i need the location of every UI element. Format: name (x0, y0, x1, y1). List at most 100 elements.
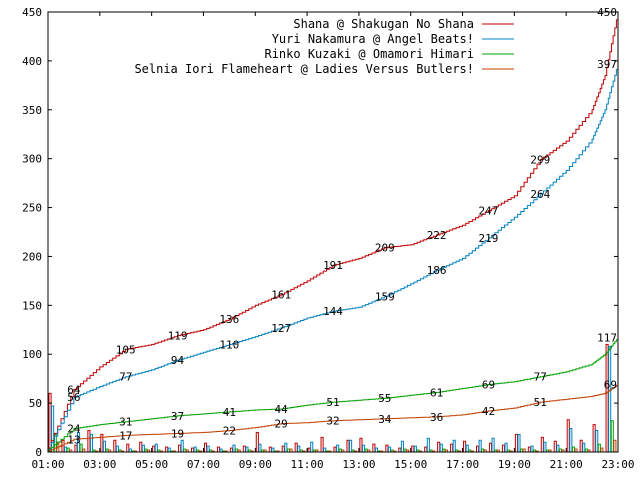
data-label: 64 (67, 383, 81, 396)
bar-yuri-nakamura-angel-beats (167, 447, 171, 453)
bar-shana-shakugan-no-shana (281, 445, 285, 453)
bar-yuri-nakamura-angel-beats (258, 443, 262, 453)
data-label: 61 (430, 386, 443, 399)
bar-yuri-nakamura-angel-beats (517, 433, 521, 453)
y-tick-label: 50 (29, 397, 42, 410)
axes-group: 0 50 100 150 200 250 300 350 400 450 01:00 03:00 05:… (22, 6, 634, 471)
data-label: 24 (67, 423, 81, 436)
bar-shana-shakugan-no-shana (294, 442, 298, 453)
x-tick-label: 03:00 (83, 458, 116, 471)
data-label: 42 (482, 405, 495, 418)
data-label: 299 (530, 154, 550, 167)
bar-yuri-nakamura-angel-beats (323, 447, 327, 453)
y-tick-label: 450 (22, 6, 42, 19)
bar-shana-shakugan-no-shana (527, 446, 531, 453)
bar-yuri-nakamura-angel-beats (452, 439, 456, 453)
data-label: 397 (597, 58, 617, 71)
bar-yuri-nakamura-angel-beats (362, 444, 366, 453)
bar-shana-shakugan-no-shana (488, 442, 493, 453)
bar-shana-shakugan-no-shana (424, 446, 428, 453)
bar-shana-shakugan-no-shana (255, 431, 259, 453)
legend-label: Selnia Iori Flameheart @ Ladies Versus B… (134, 62, 474, 76)
bar-yuri-nakamura-angel-beats (193, 446, 197, 453)
bar-yuri-nakamura-angel-beats (569, 428, 573, 453)
bar-selnia-iori-flameheart-ladies-versus-butlers (613, 439, 617, 453)
bar-yuri-nakamura-angel-beats (491, 437, 495, 453)
bar-shana-shakugan-no-shana (385, 444, 389, 453)
bar-shana-shakugan-no-shana (579, 439, 583, 453)
data-label: 105 (116, 343, 136, 356)
bar-rinko-kuzaki-omamori-himari (66, 447, 70, 453)
data-label: 159 (375, 291, 395, 304)
data-label: 34 (378, 413, 392, 426)
bar-yuri-nakamura-angel-beats (504, 442, 508, 453)
data-label: 77 (534, 371, 547, 384)
data-label: 186 (427, 264, 447, 277)
bar-yuri-nakamura-angel-beats (297, 445, 301, 453)
bar-shana-shakugan-no-shana (605, 343, 609, 453)
bar-yuri-nakamura-angel-beats (400, 440, 404, 453)
data-label: 19 (171, 427, 184, 440)
bar-shana-shakugan-no-shana (242, 445, 246, 453)
series-line-selnia-iori-flameheart-ladies-versus-butlers (48, 384, 619, 452)
x-tick-label: 09:00 (239, 458, 272, 471)
bar-yuri-nakamura-angel-beats (64, 446, 68, 453)
bar-yuri-nakamura-angel-beats (141, 444, 145, 453)
data-label: 94 (171, 354, 185, 367)
data-label: 44 (275, 403, 289, 416)
bar-yuri-nakamura-angel-beats (310, 441, 314, 453)
bar-shana-shakugan-no-shana (411, 445, 415, 453)
bar-yuri-nakamura-angel-beats (595, 429, 599, 453)
line-series-group (48, 12, 619, 452)
data-label: 56 (67, 391, 80, 404)
data-label: 69 (604, 379, 617, 392)
bar-shana-shakugan-no-shana (463, 440, 467, 453)
bar-shana-shakugan-no-shana (216, 446, 220, 453)
y-tick-label: 100 (22, 348, 42, 361)
plot-frame (47, 11, 619, 453)
bar-yuri-nakamura-angel-beats (543, 441, 547, 453)
x-tick-label: 15:00 (394, 458, 427, 471)
legend-label: Rinko Kuzaki @ Omamori Himari (264, 47, 474, 61)
data-label: 136 (219, 313, 239, 326)
x-tick-label: 01:00 (31, 458, 64, 471)
bar-shana-shakugan-no-shana (501, 444, 505, 453)
bar-shana-shakugan-no-shana (229, 447, 233, 453)
bar-shana-shakugan-no-shana (203, 442, 208, 453)
bar-shana-shakugan-no-shana (320, 436, 324, 453)
bar-shana-shakugan-no-shana (165, 446, 169, 453)
bar-shana-shakugan-no-shana (592, 424, 596, 453)
bar-shana-shakugan-no-shana (61, 439, 65, 453)
bar-yuri-nakamura-angel-beats (89, 433, 94, 453)
y-tick-label: 400 (22, 55, 42, 68)
x-tick-label: 21:00 (550, 458, 583, 471)
data-label: 191 (323, 259, 343, 272)
bar-shana-shakugan-no-shana (346, 439, 350, 453)
bar-yuri-nakamura-angel-beats (271, 447, 275, 453)
bar-shana-shakugan-no-shana (450, 443, 454, 453)
data-label: 32 (326, 415, 339, 428)
bar-yuri-nakamura-angel-beats (413, 445, 417, 453)
data-label: 247 (479, 204, 499, 217)
bar-shana-shakugan-no-shana (139, 441, 143, 453)
bar-shana-shakugan-no-shana (126, 443, 130, 453)
bar-yuri-nakamura-angel-beats (349, 439, 353, 453)
y-tick-label: 300 (22, 153, 42, 166)
bar-yuri-nakamura-angel-beats (426, 437, 430, 453)
bar-shana-shakugan-no-shana (514, 433, 518, 453)
data-label: 29 (275, 418, 288, 431)
bar-shana-shakugan-no-shana (372, 443, 376, 453)
x-tick-label: 17:00 (446, 458, 479, 471)
legend-label: Shana @ Shakugan No Shana (293, 17, 474, 31)
data-label: 36 (430, 411, 443, 424)
bar-rinko-kuzaki-omamori-himari (610, 420, 614, 453)
bar-shana-shakugan-no-shana (113, 439, 117, 453)
legend-label: Yuri Nakamura @ Angel Beats! (272, 32, 474, 46)
bar-rinko-kuzaki-omamori-himari (571, 446, 575, 453)
bar-yuri-nakamura-angel-beats (232, 444, 236, 453)
bar-yuri-nakamura-angel-beats (608, 345, 612, 453)
data-label: 77 (119, 371, 132, 384)
data-label: 209 (375, 242, 395, 255)
y-tick-label: 350 (22, 104, 42, 117)
data-label: 219 (479, 232, 499, 245)
